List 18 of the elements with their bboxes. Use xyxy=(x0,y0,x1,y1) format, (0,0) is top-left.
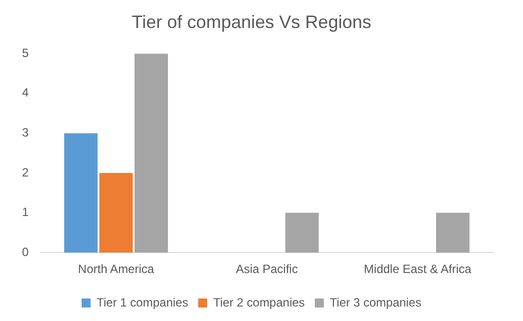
y-tick-label: 0 xyxy=(22,244,29,259)
x-tick-label: Asia Pacific xyxy=(236,262,298,276)
y-tick-label: 4 xyxy=(22,86,29,100)
chart-title: Tier of companies Vs Regions xyxy=(132,12,372,32)
legend-label: Tier 2 companies xyxy=(213,295,305,310)
bar xyxy=(64,133,98,253)
y-tick-label: 3 xyxy=(22,126,29,140)
legend-label: Tier 1 companies xyxy=(96,295,188,310)
bar xyxy=(134,54,168,253)
y-tick-label: 1 xyxy=(22,205,29,220)
bar xyxy=(285,212,319,253)
bar xyxy=(436,212,470,253)
x-tick-label: North America xyxy=(78,262,154,276)
y-tick-label: 5 xyxy=(22,46,29,60)
bar xyxy=(99,173,133,253)
legend-label: Tier 3 companies xyxy=(330,295,422,310)
x-tick-label: Middle East & Africa xyxy=(364,262,472,276)
y-tick-label: 2 xyxy=(22,165,29,180)
